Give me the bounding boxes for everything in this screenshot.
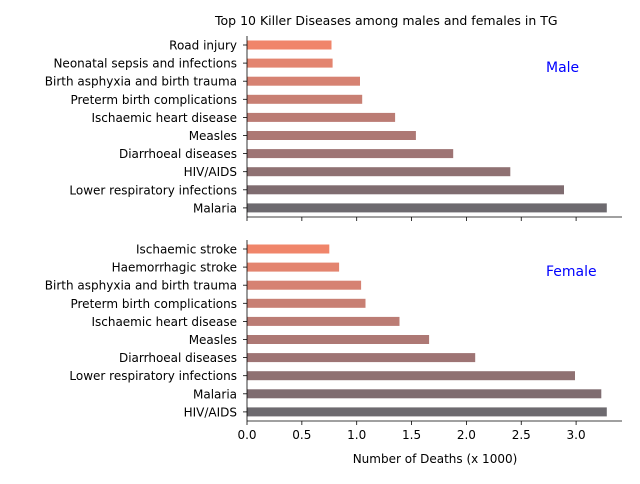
bar bbox=[247, 407, 607, 417]
female-panel-label: Female bbox=[546, 264, 597, 280]
bar bbox=[247, 94, 363, 104]
bar bbox=[247, 244, 330, 254]
category-label: Lower respiratory infections bbox=[69, 369, 237, 383]
bar bbox=[247, 203, 607, 213]
bar bbox=[247, 167, 511, 177]
x-tick-label: 2.5 bbox=[512, 428, 531, 442]
category-label: Lower respiratory infections bbox=[69, 183, 237, 197]
bar bbox=[247, 40, 332, 50]
category-label: Ischaemic heart disease bbox=[91, 111, 237, 125]
female-panel: Female Number of Deaths (x 1000) Ischaem… bbox=[45, 240, 622, 466]
x-axis-label: Number of Deaths (x 1000) bbox=[353, 452, 518, 466]
category-label: Measles bbox=[189, 129, 237, 143]
category-label: Ischaemic stroke bbox=[136, 243, 237, 257]
x-tick-label: 2.0 bbox=[457, 428, 476, 442]
bar bbox=[247, 353, 476, 363]
category-label: HIV/AIDS bbox=[184, 165, 237, 179]
x-tick-label: 1.5 bbox=[402, 428, 421, 442]
bar bbox=[247, 389, 602, 399]
x-tick-label: 1.0 bbox=[347, 428, 366, 442]
bar bbox=[247, 335, 430, 344]
category-label: Birth asphyxia and birth trauma bbox=[45, 75, 237, 89]
category-label: Haemorrhagic stroke bbox=[112, 261, 237, 275]
category-label: Malaria bbox=[193, 201, 237, 215]
bar bbox=[247, 298, 366, 308]
bar bbox=[247, 262, 340, 272]
category-label: Road injury bbox=[169, 39, 237, 53]
bar bbox=[247, 316, 400, 326]
x-tick-label: 0.5 bbox=[292, 428, 311, 442]
bar bbox=[247, 76, 360, 86]
bar bbox=[247, 112, 396, 122]
category-label: Ischaemic heart disease bbox=[91, 315, 237, 329]
bar bbox=[247, 280, 362, 290]
x-tick-label: 0.0 bbox=[237, 428, 256, 442]
bar bbox=[247, 185, 564, 195]
male-panel: Male Road injury Neonatal sepsis and infe… bbox=[45, 36, 622, 221]
category-label: Diarrhoeal diseases bbox=[119, 147, 237, 161]
category-label: Measles bbox=[189, 333, 237, 347]
male-panel-label: Male bbox=[546, 60, 579, 76]
bar bbox=[247, 149, 454, 159]
category-label: Preterm birth complications bbox=[70, 93, 237, 107]
category-label: Neonatal sepsis and infections bbox=[53, 57, 237, 71]
category-label: Preterm birth complications bbox=[70, 297, 237, 311]
bar bbox=[247, 58, 333, 68]
category-label: Malaria bbox=[193, 387, 237, 401]
chart-title: Top 10 Killer Diseases among males and f… bbox=[214, 13, 558, 28]
category-label: Birth asphyxia and birth trauma bbox=[45, 279, 237, 293]
category-label: HIV/AIDS bbox=[184, 405, 237, 419]
category-label: Diarrhoeal diseases bbox=[119, 351, 237, 365]
x-tick-label: 3.0 bbox=[567, 428, 586, 442]
bar bbox=[247, 371, 575, 381]
bar bbox=[247, 131, 416, 140]
